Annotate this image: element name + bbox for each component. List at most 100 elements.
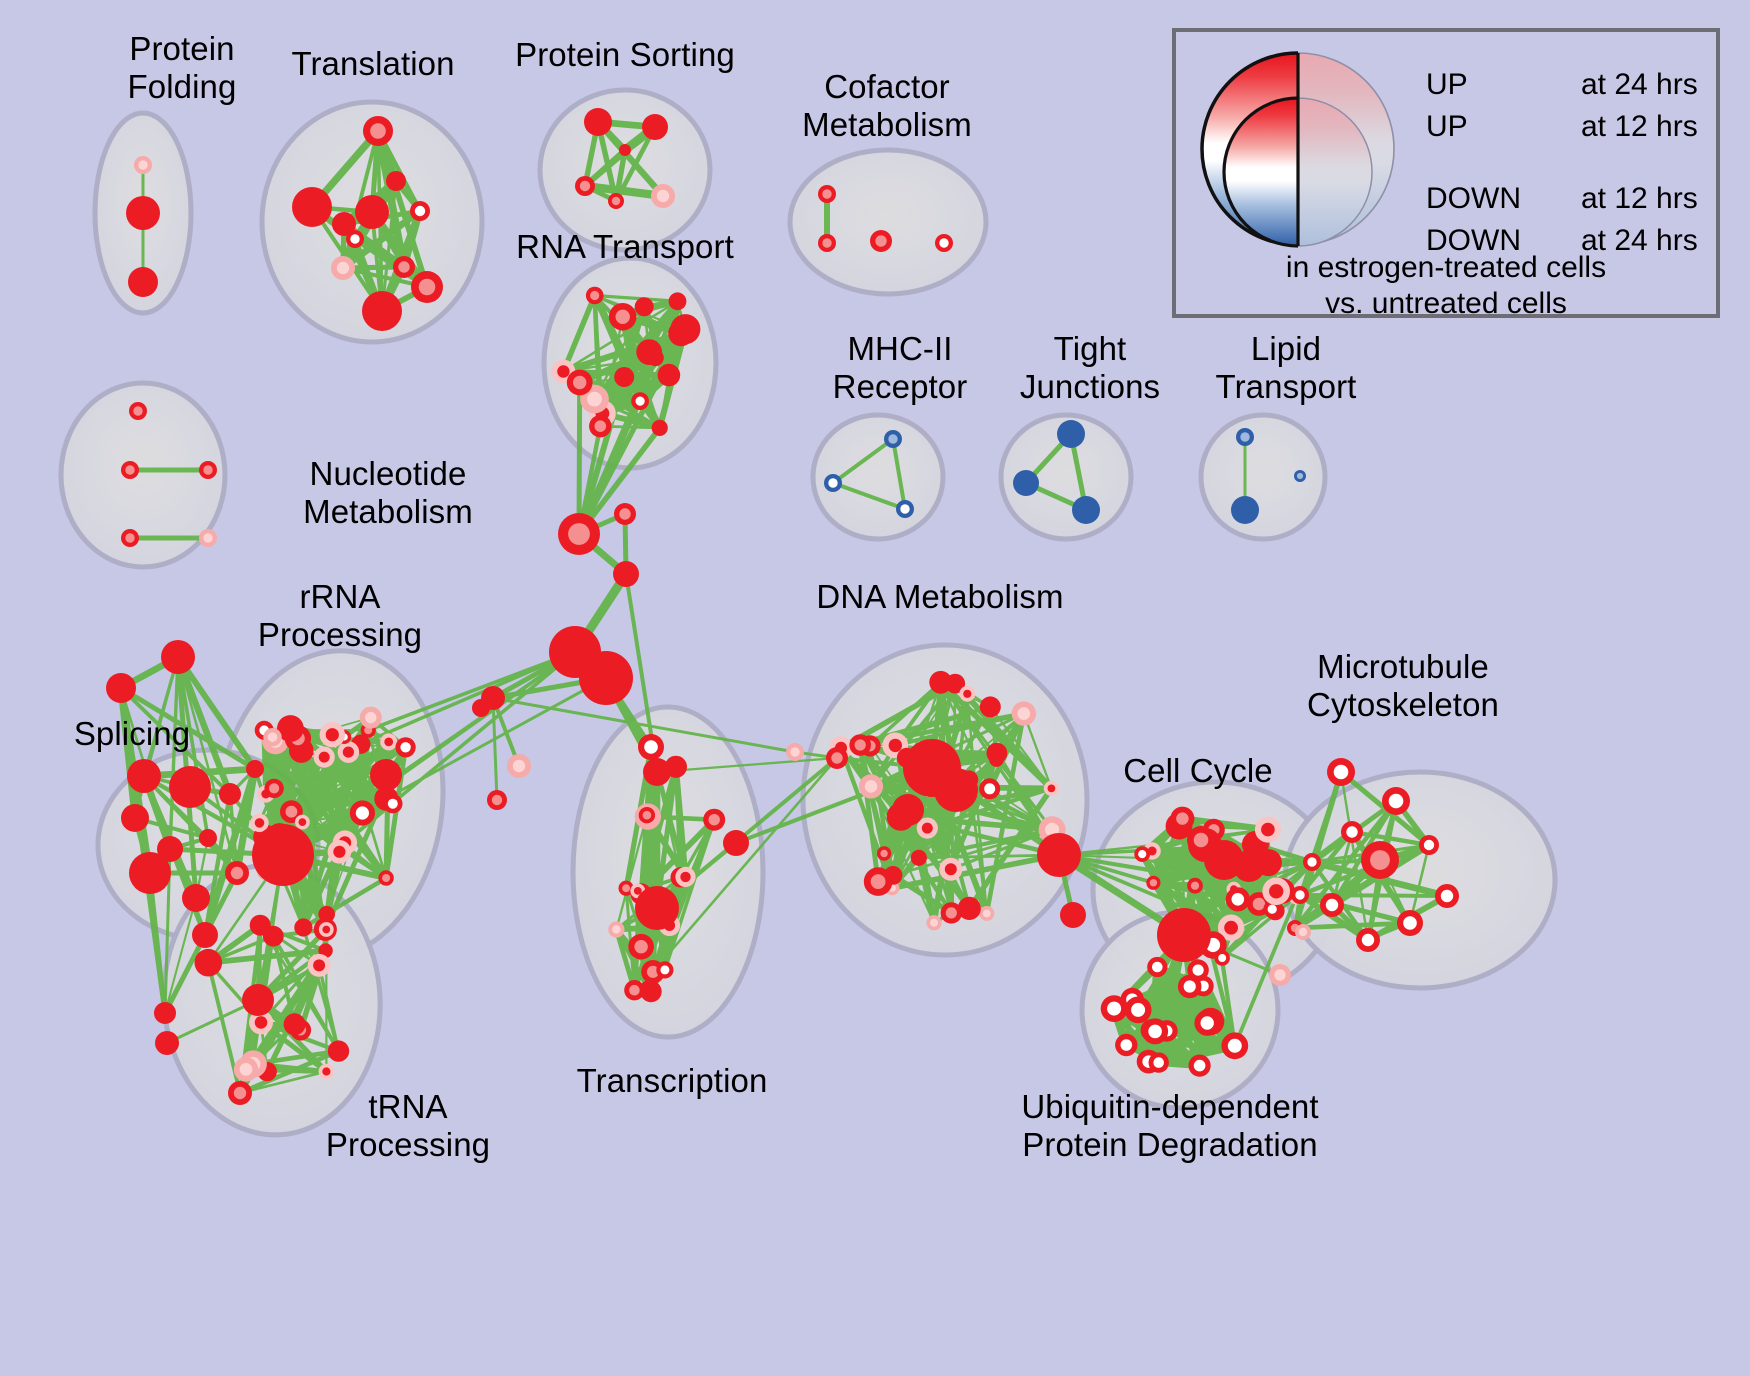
cluster-label-ubiquitin-degradation: Ubiquitin-dependent Protein Degradation: [1021, 1088, 1319, 1164]
cluster-label-microtubule-cytoskeleton: Microtubule Cytoskeleton: [1307, 648, 1499, 724]
legend-box: UP at 24 hrs UP at 12 hrs DOWN at 12 hrs…: [1172, 28, 1720, 320]
legend-direction-0: UP: [1426, 68, 1468, 101]
network-node: [378, 870, 394, 886]
network-node: [959, 685, 976, 702]
network-node: [1221, 1032, 1249, 1060]
network-node: [121, 529, 139, 547]
network-node: [818, 234, 836, 252]
network-node: [264, 778, 284, 799]
network-node: [558, 513, 600, 555]
network-node: [884, 430, 902, 448]
cluster-label-splicing: Splicing: [73, 715, 191, 752]
network-node: [292, 187, 332, 227]
network-node: [313, 746, 335, 768]
network-node: [359, 706, 382, 729]
network-edge: [576, 374, 628, 537]
network-node: [295, 814, 310, 830]
network-node: [614, 367, 635, 387]
network-node: [979, 696, 1001, 718]
network-node: [242, 984, 274, 1016]
cluster-label-transcription: Transcription: [576, 1062, 768, 1099]
network-node: [896, 500, 914, 518]
network-node: [1262, 877, 1290, 906]
network-edge: [576, 380, 583, 537]
network-node: [121, 461, 139, 479]
network-node: [910, 849, 927, 866]
network-node: [585, 286, 604, 305]
network-node: [1142, 1018, 1169, 1045]
network-node: [154, 1002, 176, 1024]
network-node: [1382, 787, 1410, 815]
network-node: [628, 933, 654, 960]
network-node: [363, 116, 393, 146]
network-node: [870, 230, 892, 252]
network-node: [824, 474, 842, 492]
network-node: [1341, 821, 1363, 843]
network-node: [1188, 1054, 1211, 1077]
network-node: [1147, 956, 1168, 978]
legend-direction-3: DOWN: [1426, 224, 1521, 257]
network-edge: [147, 870, 168, 1016]
network-edge: [948, 750, 1000, 872]
network-node: [613, 561, 639, 587]
cluster-label-protein-sorting: Protein Sorting: [515, 36, 735, 73]
network-node: [129, 402, 147, 420]
network-node: [411, 271, 443, 303]
network-node: [618, 880, 634, 896]
network-edge: [343, 650, 577, 845]
network-node: [332, 212, 356, 236]
network-node: [1043, 780, 1059, 797]
network-node: [640, 980, 662, 1003]
cluster-label-rna-transport: RNA Transport: [516, 228, 734, 265]
network-edge: [562, 300, 679, 373]
network-edge: [176, 655, 239, 875]
network-edge: [890, 872, 954, 916]
network-node: [127, 759, 161, 793]
network-node: [157, 836, 183, 862]
network-node: [634, 297, 654, 317]
network-node: [631, 392, 649, 410]
network-node: [199, 829, 217, 847]
legend-time-2: at 12 hrs: [1581, 182, 1698, 215]
network-node: [619, 144, 631, 156]
network-node: [318, 922, 334, 937]
network-node: [670, 314, 701, 345]
network-edge: [380, 179, 398, 313]
network-node: [579, 651, 633, 705]
network-edge: [163, 896, 198, 1015]
legend-time-1: at 12 hrs: [1581, 110, 1698, 143]
network-node: [566, 369, 593, 396]
network-node: [703, 808, 726, 831]
network-node: [1397, 910, 1423, 936]
network-node: [945, 673, 966, 694]
network-node: [410, 201, 430, 221]
network-node: [1294, 470, 1306, 482]
network-edge: [868, 680, 943, 748]
network-node: [849, 734, 871, 756]
network-node: [1177, 974, 1202, 999]
network-node: [126, 196, 160, 230]
network-edge: [613, 147, 628, 204]
network-edge: [491, 696, 797, 754]
network-node: [318, 1063, 335, 1080]
network-node: [1291, 886, 1309, 904]
network-node: [327, 840, 352, 864]
network-edge: [264, 650, 577, 873]
network-node: [624, 980, 645, 1001]
network-node: [106, 673, 136, 703]
network-node: [219, 783, 241, 805]
network-node: [614, 503, 636, 525]
network-node: [1356, 928, 1380, 952]
network-node: [327, 1040, 350, 1062]
network-node: [487, 790, 507, 810]
network-node: [979, 906, 995, 921]
network-node: [355, 195, 389, 229]
cluster-label-cofactor-metabolism: Cofactor Metabolism: [802, 68, 972, 144]
network-node: [1217, 914, 1245, 941]
network-node: [283, 1013, 306, 1036]
network-node: [1236, 428, 1254, 446]
network-node: [584, 108, 612, 136]
cluster-label-lipid-transport: Lipid Transport: [1215, 330, 1357, 406]
network-node: [1269, 964, 1291, 986]
network-node: [263, 728, 282, 747]
